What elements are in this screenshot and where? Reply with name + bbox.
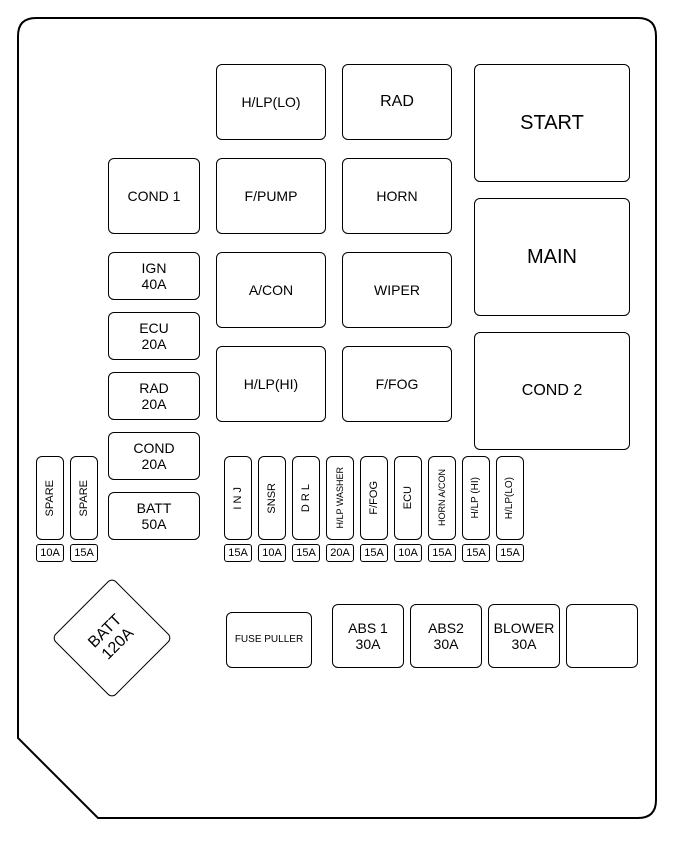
fuse-puller: FUSE PULLER bbox=[226, 612, 312, 668]
fuse-blower: BLOWER30A bbox=[488, 604, 560, 668]
relay-rad: RAD bbox=[342, 64, 452, 140]
fuse-spare-10a-amp: 10A bbox=[36, 544, 64, 562]
relay-wiper: WIPER bbox=[342, 252, 452, 328]
fuse-snsr-amp: 10A bbox=[258, 544, 286, 562]
fuse-ecuf-amp: 10A bbox=[394, 544, 422, 562]
fuse-abs1: ABS 130A bbox=[332, 604, 404, 668]
fuse-drl-amp: 15A bbox=[292, 544, 320, 562]
fuse-hlpwash-amp: 20A bbox=[326, 544, 354, 562]
fuse-hornacon-amp: 15A bbox=[428, 544, 456, 562]
fuse-abs2: ABS230A bbox=[410, 604, 482, 668]
relay-hlplo: H/LP(LO) bbox=[216, 64, 326, 140]
relay-start: START bbox=[474, 64, 630, 182]
fuse-ffogf-amp: 15A bbox=[360, 544, 388, 562]
fuse-cond: COND20A bbox=[108, 432, 200, 480]
fuse-hlphif: H/LP (HI) bbox=[462, 456, 490, 540]
relay-cond1: COND 1 bbox=[108, 158, 200, 234]
relay-acon: A/CON bbox=[216, 252, 326, 328]
relay-horn: HORN bbox=[342, 158, 452, 234]
relay-ffog: F/FOG bbox=[342, 346, 452, 422]
fuse-hlpwash: H/LP WASHER bbox=[326, 456, 354, 540]
fusebox-diagram: START MAIN COND 2 H/LP(LO) RAD F/PUMP HO… bbox=[0, 0, 675, 854]
fuse-ffogf: F/FOG bbox=[360, 456, 388, 540]
fuse-ecuf: ECU bbox=[394, 456, 422, 540]
fuse-hornacon: HORN A/CON bbox=[428, 456, 456, 540]
fuse-spare-15a-amp: 15A bbox=[70, 544, 98, 562]
fuse-hlplof: H/LP(LO) bbox=[496, 456, 524, 540]
fuse-ign: IGN40A bbox=[108, 252, 200, 300]
fuse-hlphif-amp: 15A bbox=[462, 544, 490, 562]
fuse-batt: BATT50A bbox=[108, 492, 200, 540]
fuse-drl: D R L bbox=[292, 456, 320, 540]
relay-fpump: F/PUMP bbox=[216, 158, 326, 234]
fuse-spare-15a: SPARE bbox=[70, 456, 98, 540]
fuse-inj-amp: 15A bbox=[224, 544, 252, 562]
fuse-snsr: SNSR bbox=[258, 456, 286, 540]
fuse-spare-10a: SPARE bbox=[36, 456, 64, 540]
fuse-empty bbox=[566, 604, 638, 668]
relay-hlphi: H/LP(HI) bbox=[216, 346, 326, 422]
fuse-rad: RAD20A bbox=[108, 372, 200, 420]
fuse-inj: I N J bbox=[224, 456, 252, 540]
relay-cond2: COND 2 bbox=[474, 332, 630, 450]
fuse-ecu: ECU20A bbox=[108, 312, 200, 360]
relay-main: MAIN bbox=[474, 198, 630, 316]
fuse-hlplof-amp: 15A bbox=[496, 544, 524, 562]
